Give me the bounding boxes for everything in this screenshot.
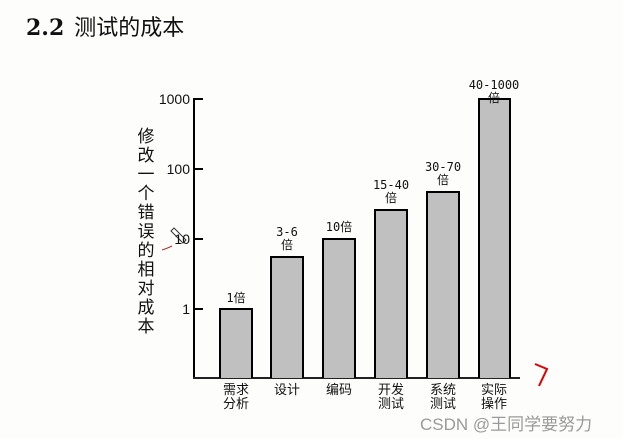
page-title: 2.2 测试的成本 — [26, 10, 184, 42]
bar — [426, 191, 460, 378]
y-axis-label: 修改一个错误的相对成本 — [137, 127, 155, 337]
bar — [374, 209, 408, 378]
bar-data-label: 1倍 — [226, 291, 246, 305]
bar-data-label: 3-6 倍 — [276, 225, 298, 252]
x-category-label: 实际 操作 — [480, 383, 507, 412]
y-tick-label: 1000 — [158, 91, 190, 107]
x-axis — [193, 377, 520, 379]
y-tick — [193, 98, 203, 100]
x-category-label: 设计 — [273, 383, 300, 398]
pencil-cursor-icon — [161, 227, 187, 251]
bar-data-label: 10倍 — [325, 220, 353, 234]
bar — [322, 238, 356, 378]
section-number: 2.2 — [26, 15, 65, 41]
y-tick — [193, 308, 203, 310]
bar — [219, 308, 253, 378]
bar-data-label: 15-40 倍 — [372, 178, 410, 205]
y-tick — [193, 238, 203, 240]
red-arrow-annotation-icon — [534, 363, 549, 387]
y-tick — [193, 168, 203, 170]
watermark: CSDN @王同学要努力 — [420, 415, 593, 434]
y-tick-label: 100 — [166, 161, 190, 177]
bar-data-label: 30-70 倍 — [424, 160, 462, 187]
bar-data-label: 40-1000 倍 — [468, 78, 520, 105]
x-category-label: 编码 — [325, 383, 352, 398]
y-tick-label: 1 — [182, 301, 190, 317]
x-category-label: 开发 测试 — [377, 383, 404, 412]
x-category-label: 需求 分析 — [222, 383, 249, 412]
x-category-label: 系统 测试 — [429, 383, 456, 412]
section-title: 测试的成本 — [74, 16, 185, 41]
bar — [478, 98, 511, 378]
y-tick-label: 10 — [174, 231, 190, 247]
bar — [270, 256, 304, 378]
